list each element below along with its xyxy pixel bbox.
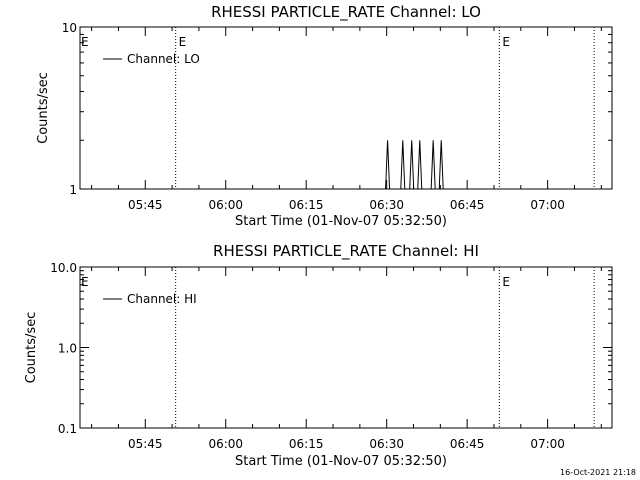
y-tick-label: 10 <box>62 21 77 35</box>
y-tick-label: 1.0 <box>58 342 77 356</box>
footer-timestamp: 16-Oct-2021 21:18 <box>560 468 636 477</box>
legend-label: Channel: HI <box>127 292 197 306</box>
chart-title: RHESSI PARTICLE_RATE Channel: LO <box>211 3 481 22</box>
event-label: E <box>179 35 187 49</box>
y-tick-label: 1 <box>69 183 77 197</box>
x-tick-label: 07:00 <box>530 198 565 212</box>
event-label: E <box>502 35 510 49</box>
x-tick-label: 06:30 <box>369 198 404 212</box>
data-spike <box>385 140 391 190</box>
x-tick-label: 06:00 <box>208 198 243 212</box>
x-tick-label: 05:45 <box>128 198 163 212</box>
plot-frame <box>79 26 613 190</box>
x-tick-label: 07:00 <box>530 437 565 451</box>
data-spike <box>438 140 444 190</box>
y-tick-label: 0.1 <box>58 422 77 436</box>
data-spike <box>400 140 406 190</box>
legend-label: Channel: LO <box>127 52 200 66</box>
data-spike <box>409 140 415 190</box>
x-tick-label: 06:30 <box>369 437 404 451</box>
edge-event-label: E <box>81 275 89 289</box>
x-tick-label: 06:00 <box>208 437 243 451</box>
edge-event-label: E <box>81 35 89 49</box>
data-spike <box>417 140 423 190</box>
panel-lo: RHESSI PARTICLE_RATE Channel: LO 1 10 05:45… <box>36 3 613 229</box>
y-axis-label: Counts/sec <box>36 72 51 144</box>
x-tick-label: 05:45 <box>128 437 163 451</box>
event-label: E <box>502 275 510 289</box>
x-tick-label: 06:15 <box>289 437 324 451</box>
x-axis-label: Start Time (01-Nov-07 05:32:50) <box>235 214 447 229</box>
y-axis-label: Counts/sec <box>24 312 39 384</box>
x-axis-label: Start Time (01-Nov-07 05:32:50) <box>235 454 447 469</box>
y-tick-label: 10.0 <box>50 261 77 275</box>
x-tick-label: 06:15 <box>289 198 324 212</box>
panel-hi: RHESSI PARTICLE_RATE Channel: HI 0.1 1.0 10… <box>24 242 613 469</box>
data-spike <box>430 140 436 190</box>
chart-title: RHESSI PARTICLE_RATE Channel: HI <box>213 242 479 261</box>
x-tick-label: 06:45 <box>450 198 485 212</box>
x-tick-label: 06:45 <box>450 437 485 451</box>
